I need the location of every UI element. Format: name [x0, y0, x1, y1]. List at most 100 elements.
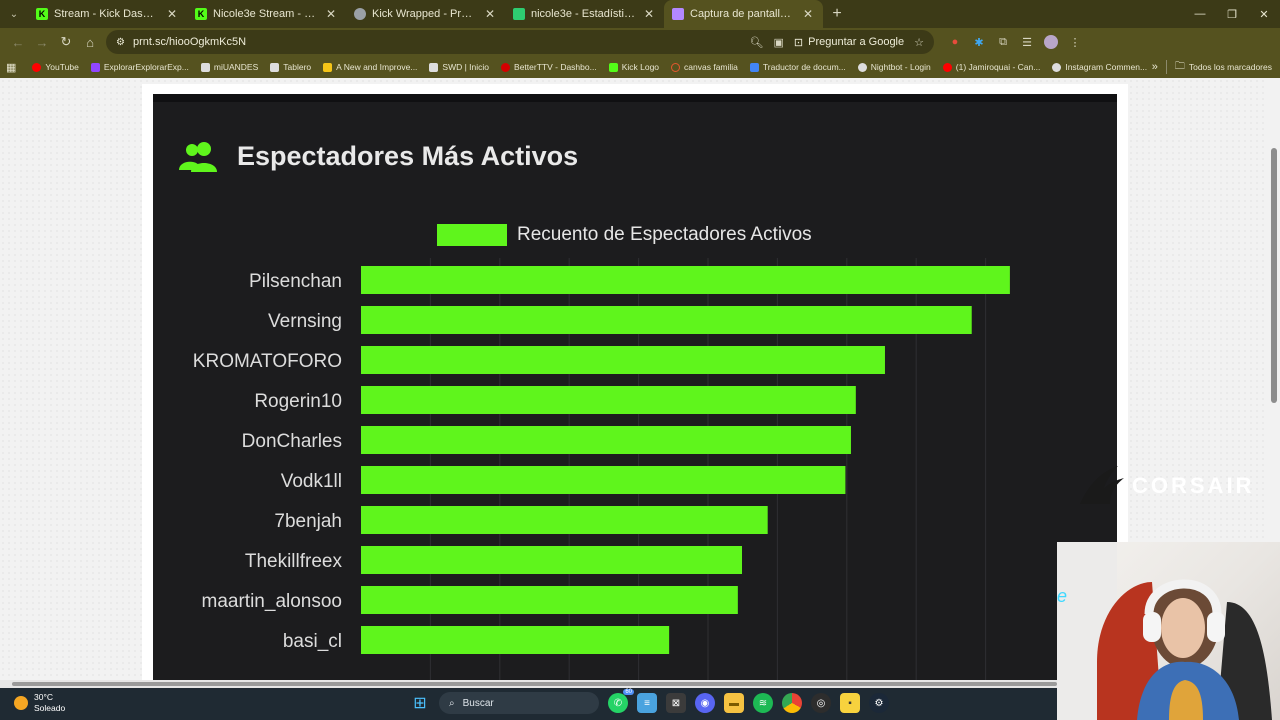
feather-icon [672, 8, 684, 20]
tab-title: Stream - Kick Dashboard [54, 8, 159, 20]
bookmark-kick-logo[interactable]: Kick Logo [608, 62, 659, 72]
close-tab-icon[interactable]: ✕ [166, 7, 178, 21]
spotify-icon[interactable]: ≋ [753, 693, 773, 713]
search-label: Buscar [462, 697, 494, 709]
bookmark-traductor[interactable]: Traductor de docum... [749, 62, 846, 72]
discord-icon[interactable]: ◉ [695, 693, 715, 713]
extension-icon[interactable]: ✱ [974, 36, 984, 49]
obs-icon[interactable]: ◎ [811, 693, 831, 713]
bookmark-canvas[interactable]: canvas familia [671, 62, 738, 72]
cast-icon[interactable]: ▣ [773, 36, 784, 49]
legend-swatch [437, 224, 507, 246]
folder-icon: 🗀 [1174, 60, 1185, 72]
bookmark-nightbot[interactable]: Nightbot - Login [857, 62, 931, 72]
vertical-scrollbar[interactable] [1268, 78, 1280, 680]
close-tab-icon[interactable]: ✕ [643, 7, 655, 21]
bookmark-swd[interactable]: SWD | Inicio [429, 62, 489, 72]
page-viewport: Espectadores Más Activos Recuento de Esp… [0, 78, 1280, 680]
tab-search-button[interactable]: ⌄ [9, 8, 19, 20]
users-icon [179, 142, 217, 172]
site-info-icon[interactable]: ⚙ [116, 36, 125, 48]
forward-button[interactable]: → [35, 34, 49, 50]
avatar[interactable] [1044, 35, 1058, 49]
streamer-figure: e [1057, 542, 1272, 720]
bookmark-new-improved[interactable]: A New and Improve... [323, 62, 417, 72]
tab-stream-dashboard[interactable]: K Stream - Kick Dashboard ✕ [28, 0, 187, 28]
tab-strip: ⌄ K Stream - Kick Dashboard ✕ K Nicole3e… [0, 0, 1280, 28]
bookmark-jamiroquai[interactable]: (1) Jamiroquai - Can... [942, 62, 1040, 72]
bar [361, 346, 885, 374]
bookmark-miuandes[interactable]: miUANDES [200, 62, 258, 72]
all-bookmarks-folder[interactable]: 🗀 Todos los marcadores [1175, 59, 1272, 76]
close-tab-icon[interactable]: ✕ [325, 7, 337, 21]
puzzle-icon[interactable]: ⧉ [999, 35, 1007, 48]
close-tab-icon[interactable]: ✕ [802, 7, 814, 21]
horizontal-scrollbar[interactable] [0, 680, 1280, 688]
globe-icon [354, 8, 366, 20]
chart-title: Espectadores Más Activos [237, 140, 579, 171]
notification-badge: 60 [623, 689, 634, 695]
more-bookmarks-icon[interactable]: » [1151, 61, 1158, 73]
tab-title: Kick Wrapped - Processing [372, 8, 477, 20]
close-window-icon[interactable]: ✕ [1259, 8, 1269, 21]
chrome-icon[interactable] [782, 693, 802, 713]
bookmark-tablero[interactable]: Tablero [270, 62, 311, 72]
menu-icon[interactable]: ⋮ [1069, 36, 1081, 49]
tab-nicole-stream[interactable]: K Nicole3e Stream - Watch Live on Kick ✕ [187, 0, 346, 28]
tab-title: nicole3e - Estadísticas de Kick [531, 8, 636, 20]
taskbar-search[interactable]: ⌕ Buscar [439, 692, 599, 714]
notepad-icon[interactable]: ≡ [637, 693, 657, 713]
chart-legend: Recuento de Espectadores Activos [437, 224, 812, 246]
category-label: basi_cl [283, 631, 342, 652]
bar [361, 426, 851, 454]
extension-icon[interactable]: ● [951, 36, 959, 48]
bookmark-instagram[interactable]: Instagram Commen... [1052, 62, 1147, 72]
start-icon[interactable]: ⊞ [413, 695, 427, 712]
kick-icon: K [195, 8, 207, 20]
sticky-notes-icon[interactable]: ▪ [840, 693, 860, 713]
scroll-thumb[interactable] [1271, 148, 1277, 403]
bookmark-youtube[interactable]: YouTube [32, 62, 79, 72]
bookmark-explorar[interactable]: ExplorarExplorarExp... [90, 62, 189, 72]
file-explorer-icon[interactable]: ▬ [724, 693, 744, 713]
category-label: 7benjah [274, 511, 342, 532]
apps-icon[interactable]: ▦ [6, 61, 17, 74]
bookmark-betterttv[interactable]: BetterTTV - Dashbo... [501, 62, 597, 72]
bookmarks-bar: ▦ YouTube ExplorarExplorarExp... miUANDE… [0, 56, 1280, 78]
minimize-icon[interactable]: — [1194, 8, 1206, 20]
ask-google-button[interactable]: ⊡ Preguntar a Google [794, 36, 904, 49]
restore-icon[interactable]: ❐ [1227, 8, 1237, 21]
webcam-overlay: e [1057, 542, 1280, 720]
tab-kick-wrapped[interactable]: Kick Wrapped - Processing ✕ [346, 0, 505, 28]
reading-list-icon[interactable]: ☰ [1022, 36, 1032, 49]
weather-widget[interactable]: 30°C Soleado [14, 692, 65, 714]
scroll-thumb[interactable] [12, 682, 1057, 686]
new-tab-button[interactable]: + [832, 5, 842, 22]
tab-title: Captura de pantalla por Lightshot [690, 8, 795, 20]
bar [361, 386, 856, 414]
steam-icon[interactable]: ⚙ [869, 693, 889, 713]
home-button[interactable]: ⌂ [86, 34, 94, 50]
category-label: DonCharles [242, 431, 342, 452]
back-button[interactable]: ← [11, 34, 25, 50]
bookmark-star-icon[interactable]: ☆ [914, 36, 924, 49]
reload-button[interactable]: ↻ [60, 34, 72, 49]
temperature: 30°C [34, 692, 53, 702]
lens-icon: ⊡ [793, 36, 804, 49]
close-tab-icon[interactable]: ✕ [484, 7, 496, 21]
category-label: KROMATOFORO [193, 351, 342, 372]
legend-label: Recuento de Espectadores Activos [517, 224, 812, 245]
whatsapp-icon[interactable]: ✆ 60 [608, 689, 634, 713]
zoom-icon[interactable]: 🔍︎ [749, 36, 764, 49]
tab-estadisticas[interactable]: nicole3e - Estadísticas de Kick ✕ [505, 0, 664, 28]
tab-title: Nicole3e Stream - Watch Live on Kick [213, 8, 318, 20]
corsair-logo: CORSAIR [1078, 466, 1254, 506]
address-bar[interactable]: ⚙ prnt.sc/hiooOgkmKc5N 🔍︎ ▣ ⊡ Preguntar … [106, 30, 934, 54]
extensions-area: ● ✱ ⧉ ☰ ⋮ [948, 35, 1082, 49]
category-label: Rogerin10 [254, 391, 342, 412]
xbox-icon[interactable]: ⊠ [666, 693, 686, 713]
taskbar: 30°C Soleado ⊞ ⌕ Buscar ✆ 60 ≡ ⊠ ◉ ▬ ≋ ◎ … [0, 688, 1057, 720]
tab-lightshot[interactable]: Captura de pantalla por Lightshot ✕ [664, 0, 823, 28]
bar [361, 586, 738, 614]
weather-condition: Soleado [34, 703, 66, 713]
